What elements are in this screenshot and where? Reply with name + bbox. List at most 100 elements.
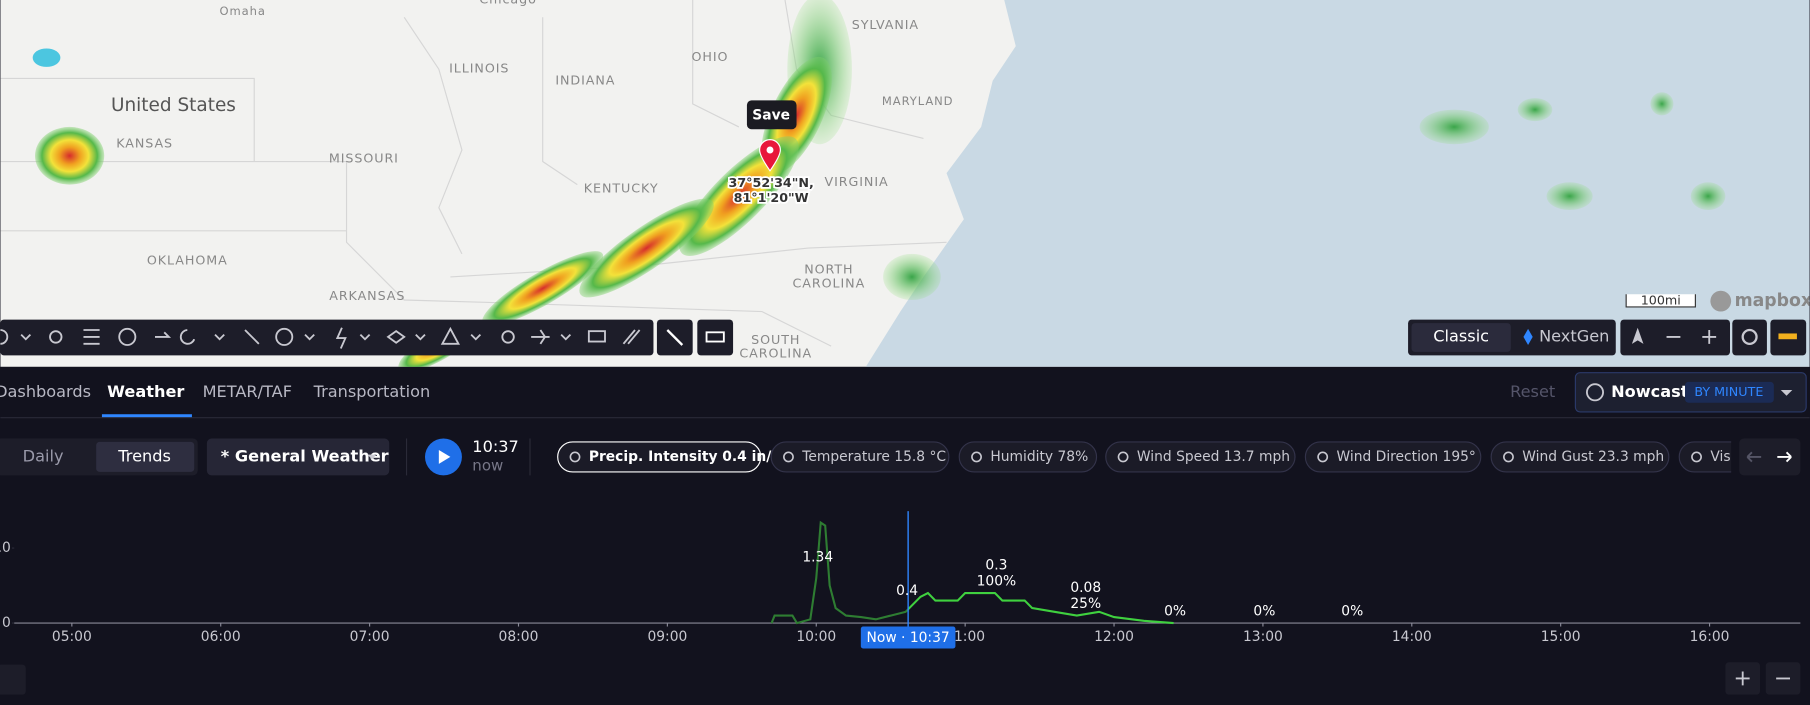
map-label: INDIANA [555, 72, 615, 87]
legend-icon [1778, 333, 1797, 340]
map-label: OHIO [692, 49, 729, 64]
x-tick-label: 10:00 [796, 629, 836, 645]
view-active [96, 441, 195, 472]
chip-label: Temperature 15.8 °C [801, 449, 946, 465]
settings-icon [1741, 328, 1758, 345]
mapbox-logo [1710, 290, 1732, 312]
plus-icon [1735, 671, 1750, 686]
map-label: CAROLINA [739, 346, 812, 361]
measure-button[interactable] [697, 319, 734, 356]
precip-line [770, 520, 1174, 625]
metric-chip[interactable] [1678, 441, 1748, 473]
nowcast-badge-label: BY MINUTE [1694, 384, 1763, 399]
scroll-left[interactable] [1746, 451, 1762, 463]
map-label: Omaha [220, 4, 266, 18]
preset-select[interactable] [206, 438, 390, 476]
tab[interactable]: Transportation [313, 382, 431, 401]
nextgen-icon [1523, 328, 1533, 345]
map-label: KANSAS [116, 136, 173, 151]
compass[interactable] [1631, 327, 1644, 344]
preset-caret [367, 454, 377, 460]
x-tick-label: 13:00 [1243, 629, 1283, 645]
metric-chip[interactable] [958, 441, 1098, 473]
map-labels: Omaha Chicago United States KANSAS MISSOURI I… [111, 0, 953, 361]
map-label: Chicago [479, 0, 536, 7]
map-label: ILLINOIS [449, 61, 509, 76]
scroll-right[interactable] [1777, 451, 1792, 463]
view-trends[interactable]: Trends [117, 446, 171, 465]
time-caption: now [472, 457, 503, 475]
nowcast-badge [1685, 381, 1774, 403]
probability-annotation: 25% [1070, 596, 1101, 612]
reset-button[interactable]: Reset [1510, 382, 1555, 401]
metric-chip[interactable] [1490, 441, 1670, 473]
coords-lon: 81°1'20"W [734, 190, 809, 205]
metric-chip[interactable] [557, 441, 762, 473]
now-label: Now · 10:37 [867, 630, 950, 646]
tab[interactable]: Dashboards [0, 382, 91, 401]
value-annotation: 0.4 [896, 583, 918, 599]
map-label: SOUTH [751, 332, 800, 347]
attribution[interactable]: mapbox [1735, 291, 1810, 311]
view-daily[interactable]: Daily [23, 446, 64, 465]
toolbar-icons [0, 326, 641, 349]
preset-label: * General Weather [221, 446, 389, 465]
ruler-icon [705, 331, 725, 343]
time-clock: 10:37 [472, 437, 519, 456]
nowcast-caret [1780, 390, 1793, 396]
save-label[interactable]: Save [752, 107, 790, 123]
now-badge [860, 626, 956, 649]
metric-chip[interactable] [1304, 441, 1482, 473]
y-tick-label: 1.0 [0, 540, 11, 556]
play-icon [438, 450, 451, 464]
map-label: KENTUCKY [584, 181, 659, 196]
chip-scroller [1739, 438, 1801, 476]
coords-lat: 37°52'34"N, [729, 175, 814, 190]
metric-chip[interactable] [1105, 441, 1296, 473]
chip-label: Humidity 78% [990, 449, 1088, 465]
map-label: MISSOURI [329, 151, 399, 166]
map-label: United States [111, 95, 236, 116]
chips: Precip. Intensity 0.4 in/hr Temperature 1… [557, 441, 1748, 473]
map-label: VIRGINIA [824, 174, 888, 189]
x-tick-label: 12:00 [1094, 629, 1134, 645]
map-label: MARYLAND [882, 94, 954, 108]
nowcast-icon [1586, 383, 1604, 402]
x-tick-label: 06:00 [201, 629, 241, 645]
x-tick-label: 05:00 [52, 629, 92, 645]
tab[interactable]: METAR/TAF [203, 382, 292, 401]
mode-classic[interactable]: Classic [1433, 326, 1489, 345]
save-tooltip[interactable] [746, 100, 797, 130]
chip-label: Wind Gust 23.3 mph [1522, 449, 1664, 465]
chip-icon [569, 451, 581, 463]
value-annotation: 0.08 [1070, 580, 1101, 596]
value-annotation: 1.34 [802, 549, 833, 565]
probability-annotation: 0% [1164, 604, 1186, 620]
tabs: Dashboards Weather METAR/TAF Transportation [0, 382, 430, 401]
route-icon [666, 329, 684, 346]
map-label: NORTH [804, 262, 853, 277]
map[interactable]: Omaha Chicago United States KANSAS MISSOURI I… [0, 0, 1810, 381]
scale-bar [1625, 294, 1696, 308]
zoom-icons[interactable] [1666, 329, 1717, 344]
panel [0, 366, 1810, 705]
ocean [865, 0, 1810, 367]
settings-button[interactable] [1732, 319, 1767, 356]
map-label: ARKANSAS [329, 288, 405, 303]
chip-label: Wind Speed 13.7 mph [1137, 449, 1290, 465]
location-pin[interactable] [759, 139, 781, 172]
map-label: SYLVANIA [852, 17, 919, 32]
expand-button[interactable] [0, 664, 26, 695]
precip-chart: 01.005:0006:0007:0008:0009:0010:0011:001… [0, 511, 1801, 649]
mode-nextgen[interactable]: NextGen [1539, 326, 1609, 345]
pin-dot [766, 146, 774, 154]
y-tick-label: 0 [2, 615, 11, 631]
metric-chip[interactable] [770, 441, 950, 473]
tab[interactable]: Weather [107, 382, 184, 401]
value-annotation: 0.3 [985, 557, 1007, 573]
probability-annotation: 100% [977, 574, 1017, 590]
x-tick-label: 07:00 [350, 629, 390, 645]
map-label: CAROLINA [792, 275, 865, 290]
